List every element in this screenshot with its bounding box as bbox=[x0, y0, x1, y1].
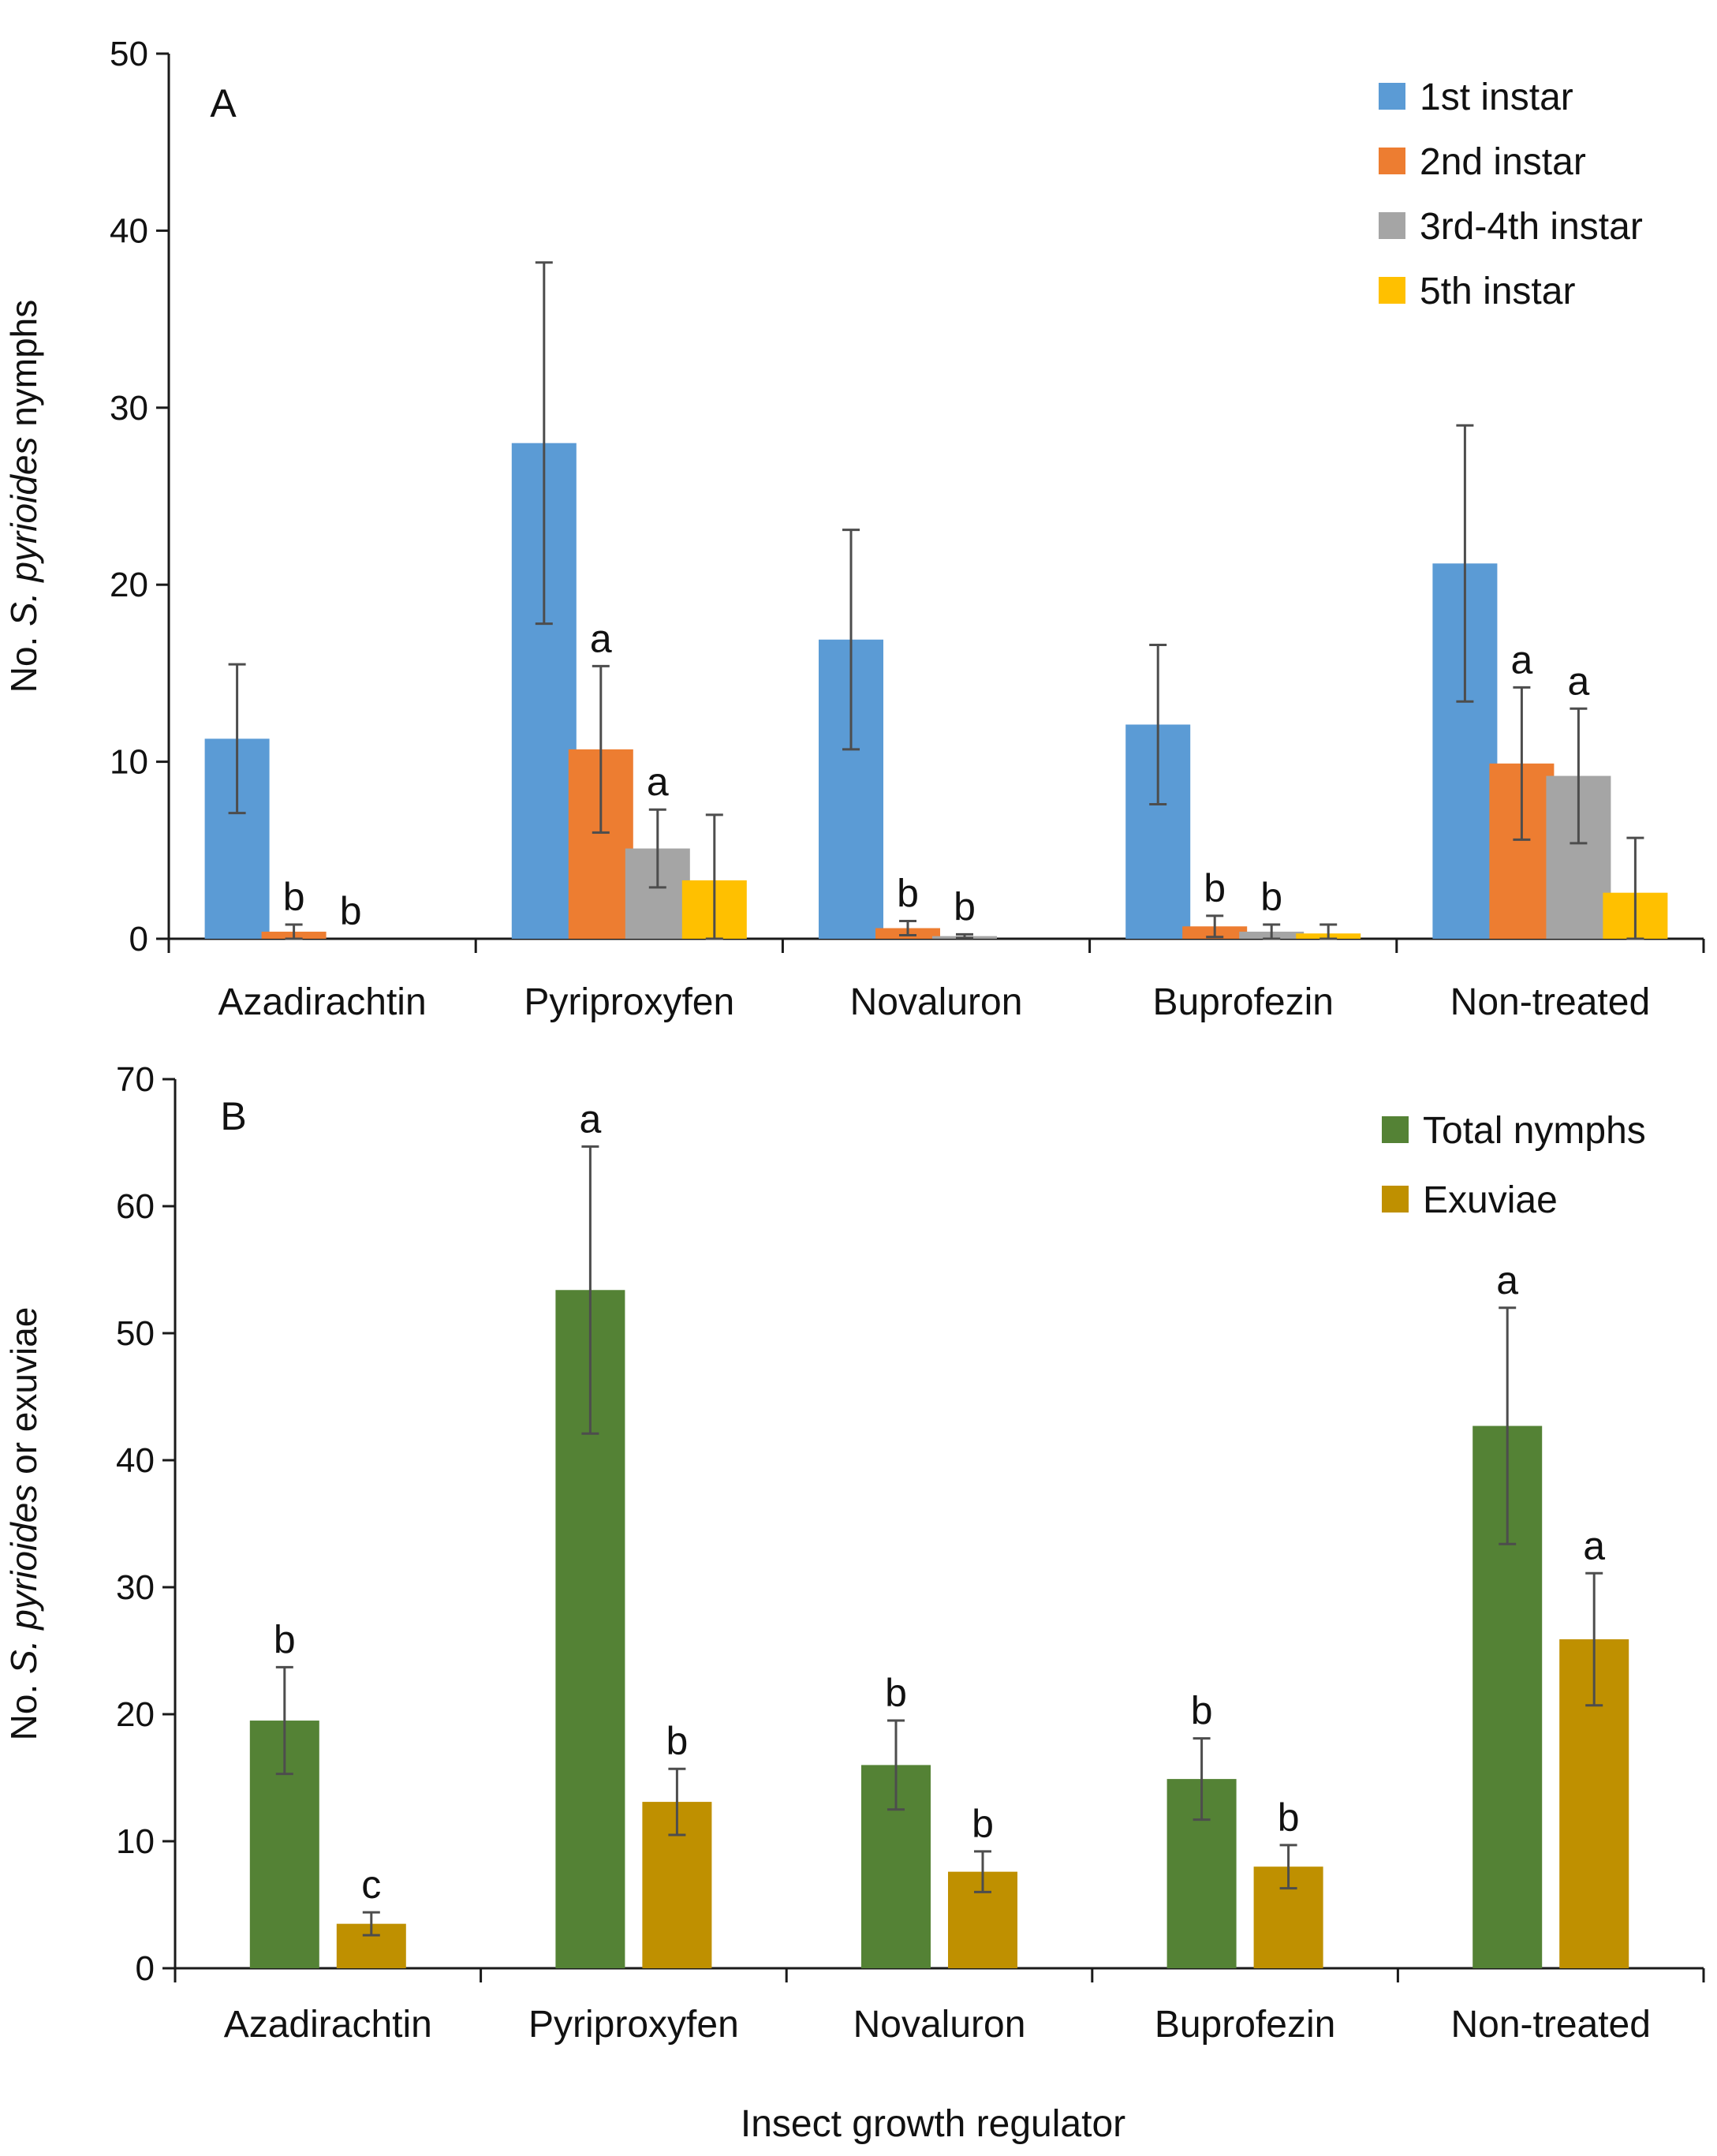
legend-swatch-5th-instar bbox=[1379, 277, 1405, 304]
panel-b-chart: 0 10 20 30 40 50 60 70 Azadirachtin Pyriproxyfen N… bbox=[3, 1060, 1705, 2046]
panel-a-label: A bbox=[210, 81, 237, 125]
significance-letter: a bbox=[579, 1097, 601, 1141]
y-axis-title-species: S. pyrioides bbox=[3, 1485, 44, 1674]
significance-letter: a bbox=[647, 760, 669, 804]
panel-b-category-label: Pyriproxyfen bbox=[528, 2004, 739, 2046]
panel-b-y-axis-title: No. S. pyrioides or exuviae bbox=[3, 1307, 44, 1741]
y-axis-title-species: S. pyrioides bbox=[3, 437, 44, 626]
panel-b-y-tick-label: 50 bbox=[116, 1314, 155, 1353]
y-axis-title-suffix: or exuviae bbox=[3, 1307, 44, 1485]
significance-letter: a bbox=[1510, 637, 1532, 682]
panel-a-y-axis-title: No. S. pyrioides nymphs bbox=[3, 300, 44, 693]
panel-b-category-label: Novaluron bbox=[853, 2004, 1026, 2046]
panel-a-category-label: Novaluron bbox=[850, 981, 1023, 1023]
legend-swatch-exuviae bbox=[1382, 1186, 1409, 1213]
significance-letter: b bbox=[1191, 1689, 1213, 1733]
panel-a-y-tick-label: 0 bbox=[129, 920, 148, 958]
panel-b-category-label: Azadirachtin bbox=[224, 2004, 432, 2046]
legend-label: Total nymphs bbox=[1423, 1110, 1646, 1152]
y-axis-title-prefix: No. bbox=[3, 626, 44, 693]
legend-label: 1st instar bbox=[1420, 77, 1573, 118]
significance-letter: a bbox=[1583, 1523, 1605, 1567]
significance-letter: a bbox=[1496, 1258, 1518, 1302]
panel-a-y-tick-label: 50 bbox=[110, 35, 148, 73]
significance-letter: b bbox=[666, 1719, 688, 1763]
significance-letter: b bbox=[340, 889, 362, 933]
significance-letter: b bbox=[283, 875, 305, 919]
significance-letter: b bbox=[897, 872, 919, 916]
significance-letter: b bbox=[1204, 866, 1226, 910]
panel-b-y-tick-label: 30 bbox=[116, 1568, 155, 1607]
panel-a-category-label: Non-treated bbox=[1450, 981, 1650, 1023]
panel-a-category-label: Pyriproxyfen bbox=[524, 981, 734, 1023]
legend-swatch-3rd-4th-instar bbox=[1379, 212, 1405, 239]
panel-a-category-label: Azadirachtin bbox=[218, 981, 427, 1023]
significance-letter: b bbox=[972, 1802, 994, 1846]
significance-letter: a bbox=[590, 616, 612, 660]
significance-letter: b bbox=[885, 1671, 907, 1715]
significance-letter: b bbox=[954, 884, 976, 929]
x-axis-title: Insect growth regulator bbox=[741, 2103, 1125, 2145]
panel-b-y-tick-label: 70 bbox=[116, 1060, 155, 1099]
panel-b-label: B bbox=[220, 1094, 246, 1138]
panel-b-y-tick-label: 10 bbox=[116, 1822, 155, 1861]
y-axis-title-suffix: nymphs bbox=[3, 300, 44, 437]
panel-b-y-tick-label: 60 bbox=[116, 1187, 155, 1226]
panel-b-y-tick-label: 40 bbox=[116, 1441, 155, 1480]
significance-letter: b bbox=[1260, 875, 1282, 919]
panel-a-y-tick-label: 20 bbox=[110, 566, 148, 604]
panel-b-y-tick-label: 0 bbox=[136, 1949, 155, 1988]
legend-label: Exuviae bbox=[1423, 1179, 1558, 1221]
legend-swatch-total-nymphs bbox=[1382, 1116, 1409, 1143]
panel-b-y-tick-label: 20 bbox=[116, 1695, 155, 1734]
panel-b-category-label: Non-treated bbox=[1450, 2004, 1650, 2046]
significance-letter: b bbox=[1278, 1795, 1300, 1840]
significance-letter: c bbox=[361, 1863, 381, 1907]
y-axis-title-prefix: No. bbox=[3, 1674, 44, 1740]
significance-letter: b bbox=[274, 1617, 296, 1661]
legend-label: 2nd instar bbox=[1420, 141, 1586, 183]
panel-b-category-label: Buprofezin bbox=[1155, 2004, 1335, 2046]
panel-a-y-tick-label: 30 bbox=[110, 389, 148, 428]
significance-letter: a bbox=[1567, 659, 1589, 703]
legend-label: 5th instar bbox=[1420, 271, 1575, 312]
panel-a-chart: 0 10 20 30 40 50 Azadirachtin Pyriproxyfen Noval… bbox=[3, 35, 1705, 1023]
legend-label: 3rd-4th instar bbox=[1420, 206, 1643, 248]
panel-a-category-label: Buprofezin bbox=[1152, 981, 1333, 1023]
legend-swatch-1st-instar bbox=[1379, 83, 1405, 110]
panel-a-y-tick-label: 10 bbox=[110, 743, 148, 782]
legend-swatch-2nd-instar bbox=[1379, 148, 1405, 174]
panel-a-y-tick-label: 40 bbox=[110, 211, 148, 250]
